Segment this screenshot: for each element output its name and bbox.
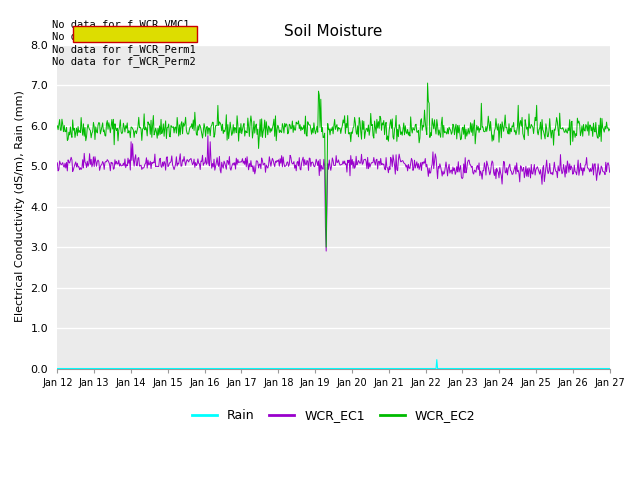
Rain xyxy=(177,366,184,372)
Y-axis label: Electrical Conductivity (dS/m), Rain (mm): Electrical Conductivity (dS/m), Rain (mm… xyxy=(15,91,25,323)
Rain xyxy=(120,366,128,372)
WCR_EC1 xyxy=(204,133,212,139)
WCR_EC1 xyxy=(177,151,184,156)
WCR_EC1 xyxy=(63,168,71,174)
Rain xyxy=(417,366,424,372)
WCR_EC2 xyxy=(63,138,71,144)
WCR_EC2 xyxy=(120,124,128,130)
WCR_EC2 xyxy=(606,126,614,132)
FancyBboxPatch shape xyxy=(73,26,196,42)
Legend: Rain, WCR_EC1, WCR_EC2: Rain, WCR_EC1, WCR_EC2 xyxy=(186,404,481,427)
WCR_EC1 xyxy=(402,164,410,170)
WCR_EC1 xyxy=(206,139,214,144)
Title: Soil Moisture: Soil Moisture xyxy=(284,24,383,39)
WCR_EC1 xyxy=(419,159,426,165)
Line: WCR_EC1: WCR_EC1 xyxy=(58,136,610,251)
Rain xyxy=(401,366,408,372)
WCR_EC2 xyxy=(323,244,330,250)
Rain xyxy=(63,366,71,372)
WCR_EC2 xyxy=(424,80,431,86)
Rain xyxy=(54,366,61,372)
WCR_EC2 xyxy=(417,116,425,122)
Rain xyxy=(433,357,440,362)
WCR_EC1 xyxy=(120,163,128,169)
WCR_EC2 xyxy=(177,132,184,138)
WCR_EC2 xyxy=(54,123,61,129)
WCR_EC2 xyxy=(401,123,409,129)
WCR_EC2 xyxy=(205,126,213,132)
WCR_EC1 xyxy=(54,160,61,166)
WCR_EC1 xyxy=(323,248,330,254)
WCR_EC1 xyxy=(606,169,614,175)
Rain xyxy=(606,366,614,372)
Rain xyxy=(205,366,213,372)
Text: No data for f_WCR_VMC1
No data for f_WCR_VWC2
No data for f_WCR_Perm1
No data fo: No data for f_WCR_VMC1 No data for f_WCR… xyxy=(52,19,196,67)
Line: WCR_EC2: WCR_EC2 xyxy=(58,83,610,247)
Line: Rain: Rain xyxy=(58,360,610,369)
